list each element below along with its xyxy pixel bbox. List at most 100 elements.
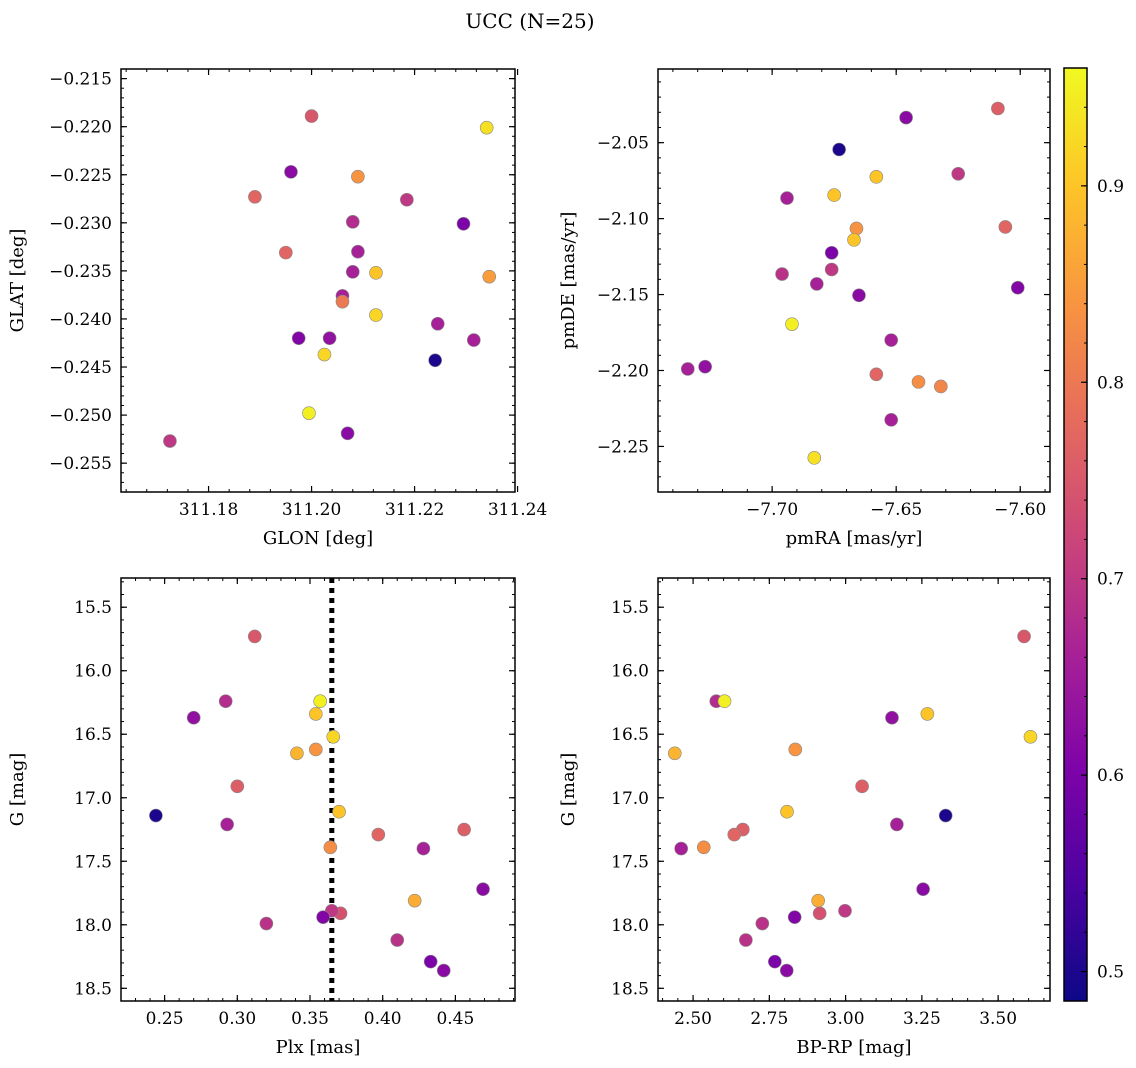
axes-frame	[120, 68, 516, 493]
y-tick-label: −0.255	[49, 454, 112, 474]
data-point	[911, 375, 926, 389]
colorbar-tick-label: 0.8	[1097, 373, 1124, 393]
y-tick-label: 16.5	[74, 725, 112, 745]
x-tick-label: 3.50	[979, 1009, 1017, 1029]
data-point	[456, 216, 471, 231]
x-axis-label: pmRA [mas/yr]	[786, 528, 923, 549]
data-point	[696, 840, 711, 855]
data-point	[787, 910, 802, 924]
y-tick-label: 17.0	[611, 789, 649, 809]
data-point	[849, 221, 864, 236]
y-tick-label: −2.25	[597, 437, 649, 457]
colorbar-frame	[1063, 67, 1088, 1002]
data-point	[775, 267, 789, 281]
data-point	[838, 904, 852, 918]
y-tick-label: 15.5	[611, 598, 649, 618]
axes-frame	[120, 577, 516, 1002]
data-point	[259, 916, 274, 931]
scatter-panel-1: 311.18 311.20 311.22 311.24 −0.215 −0.220 −0.2…	[7, 68, 547, 549]
y-tick-label: −0.245	[49, 358, 112, 378]
x-tick-label: 3.25	[903, 1009, 941, 1029]
panels: 311.18 311.20 311.22 311.24 −0.215 −0.220 −0.2…	[7, 68, 1051, 1058]
x-tick-label: 0.45	[436, 1009, 474, 1029]
data-point	[322, 331, 337, 345]
colorbar-tick-label: 0.5	[1097, 963, 1124, 983]
scatter-panel-2: −7.70 −7.65 −7.60 −2.05 −2.10 −2.15 −2.20 −2.25…	[558, 68, 1051, 549]
data-point	[824, 262, 839, 277]
data-point	[1010, 280, 1025, 295]
data-point	[369, 266, 383, 280]
data-point	[852, 288, 866, 303]
data-point	[428, 353, 442, 368]
data-point	[755, 916, 770, 931]
data-point	[351, 169, 365, 184]
data-point	[884, 413, 899, 427]
data-point	[345, 215, 360, 229]
y-axis-label: G [mag]	[7, 753, 28, 826]
data-point	[998, 220, 1013, 234]
y-tick-label: 18.5	[611, 979, 649, 999]
data-point	[323, 840, 338, 855]
data-point	[780, 191, 794, 205]
x-tick-label: 0.30	[218, 1009, 256, 1029]
y-tick-label: −0.215	[49, 70, 112, 90]
y-tick-label: 18.0	[74, 916, 112, 936]
x-tick-label: 0.35	[291, 1009, 329, 1029]
data-point	[832, 142, 846, 157]
colorbar: 0.5 0.6 0.7 0.8 0.9	[1063, 67, 1124, 1002]
x-tick-label: 311.18	[179, 500, 238, 520]
data-point	[884, 333, 899, 347]
scatter-panel-3: 0.25 0.30 0.35 0.40 0.45 15.5 16.0 16.5 17.0 17.5…	[7, 577, 516, 1058]
data-point	[934, 379, 948, 394]
data-point	[332, 804, 346, 819]
data-point	[309, 707, 323, 721]
x-tick-label: 0.40	[364, 1009, 402, 1029]
data-point	[807, 451, 822, 465]
data-point	[247, 629, 262, 644]
data-point	[371, 827, 386, 842]
y-axis-label: G [mag]	[558, 753, 579, 826]
data-point	[680, 362, 695, 376]
data-point	[302, 406, 316, 420]
data-point	[369, 308, 383, 322]
y-tick-label: −2.20	[597, 361, 649, 381]
data-point	[304, 109, 319, 123]
data-point	[885, 710, 899, 725]
data-point	[938, 808, 953, 823]
data-point	[149, 808, 163, 823]
y-tick-label: 18.5	[74, 979, 112, 999]
x-tick-label: −7.65	[870, 500, 922, 520]
data-point	[1017, 629, 1031, 644]
data-point	[991, 101, 1005, 116]
data-point	[847, 233, 861, 247]
data-point	[812, 906, 827, 921]
data-point	[811, 893, 825, 908]
x-tick-label: 2.75	[750, 1009, 788, 1029]
data-point	[780, 804, 794, 819]
data-point	[436, 963, 451, 978]
y-tick-label: 17.0	[74, 789, 112, 809]
data-point	[326, 729, 341, 744]
x-tick-label: 311.24	[488, 500, 547, 520]
data-point	[869, 170, 884, 184]
data-point	[340, 426, 355, 441]
data-point	[785, 317, 799, 331]
y-tick-label: −0.225	[49, 166, 112, 186]
colorbar-tick-label: 0.6	[1097, 766, 1124, 786]
data-point	[316, 910, 330, 924]
data-point	[479, 120, 494, 135]
data-point	[423, 954, 438, 969]
y-tick-label: 16.0	[611, 662, 649, 682]
y-tick-label: −0.235	[49, 262, 112, 282]
data-point	[1023, 729, 1038, 744]
y-tick-label: −0.240	[49, 310, 112, 330]
data-point	[698, 359, 712, 374]
data-point	[824, 245, 839, 260]
colorbar-tick-label: 0.7	[1097, 570, 1124, 590]
y-tick-label: 16.5	[611, 725, 649, 745]
data-point	[279, 245, 293, 260]
data-point	[309, 742, 323, 757]
data-point	[667, 746, 682, 761]
x-tick-label: 311.22	[385, 500, 444, 520]
data-point	[313, 694, 327, 709]
